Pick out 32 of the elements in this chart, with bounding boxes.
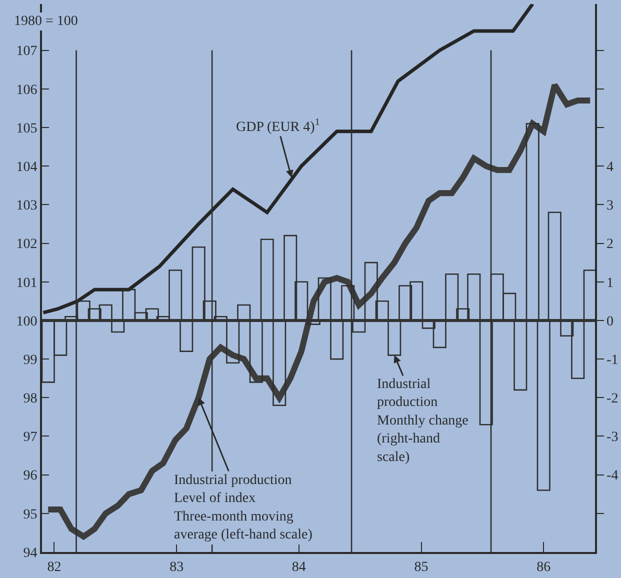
y-tick-label: 98 (23, 392, 38, 407)
annotation: Industrial production Monthly change (right-hand scale) (377, 377, 468, 465)
y-tick-label: 105 (16, 121, 38, 136)
x-tick-label: 82 (47, 560, 62, 575)
y-tick-label: 100 (16, 314, 38, 330)
y2-tick-label: 0 (606, 314, 614, 330)
annotation: Industrial production Level of index Three-month moving average (left-hand scale) (174, 473, 313, 543)
y-tick-label: 94 (23, 546, 38, 561)
x-tick-label: 85 (414, 560, 428, 575)
y2-tick-label: -4 (606, 468, 618, 484)
y-tick-label: 107 (16, 44, 38, 60)
x-tick-label: 84 (292, 560, 306, 575)
y-tick-label: 103 (16, 198, 38, 214)
y2-tick-label: 1 (606, 276, 614, 291)
y-axis-title: 1980 = 100 (14, 14, 78, 29)
y2-tick-label: -3 (606, 430, 618, 446)
y-tick-label: 101 (16, 276, 38, 291)
y-tick-label: 106 (16, 82, 38, 98)
y-tick-label: 104 (16, 160, 38, 175)
x-tick-label: 86 (536, 560, 551, 575)
annotation: GDP (EUR 4)$^{1}$ (236, 117, 320, 135)
y-tick-label: 96 (23, 468, 38, 484)
y-tick-label: 99 (23, 352, 38, 368)
x-tick-label: 83 (170, 560, 184, 575)
y2-tick-label: -2 (606, 392, 618, 407)
y-tick-label: 97 (23, 430, 38, 446)
y2-tick-label: 4 (606, 160, 614, 175)
y-tick-label: 102 (16, 237, 38, 252)
y-tick-label: 95 (23, 507, 38, 522)
y2-tick-label: 2 (606, 237, 614, 252)
y2-tick-label: -1 (606, 352, 618, 368)
y2-tick-label: 3 (606, 198, 614, 214)
